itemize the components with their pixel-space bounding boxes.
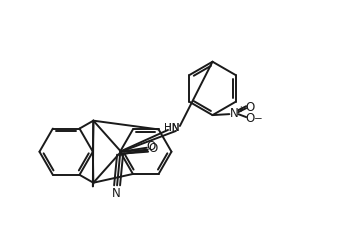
Text: HN: HN xyxy=(164,123,180,133)
Text: −: − xyxy=(254,114,262,124)
Text: O: O xyxy=(148,142,157,155)
Text: N: N xyxy=(112,187,120,200)
Text: O: O xyxy=(245,112,255,124)
Text: HN: HN xyxy=(164,123,180,133)
Text: O: O xyxy=(146,140,155,153)
Text: N: N xyxy=(230,107,239,120)
Text: O: O xyxy=(245,101,255,114)
Text: +: + xyxy=(238,105,244,114)
